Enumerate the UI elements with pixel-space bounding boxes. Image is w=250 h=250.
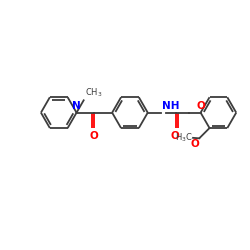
Text: O: O xyxy=(90,131,98,141)
Text: H$_3$C: H$_3$C xyxy=(175,132,193,144)
Text: O: O xyxy=(196,102,205,112)
Text: O: O xyxy=(171,131,179,141)
Text: NH: NH xyxy=(162,102,179,112)
Text: N: N xyxy=(72,102,81,112)
Text: O: O xyxy=(191,139,200,149)
Text: CH$_3$: CH$_3$ xyxy=(85,86,102,99)
